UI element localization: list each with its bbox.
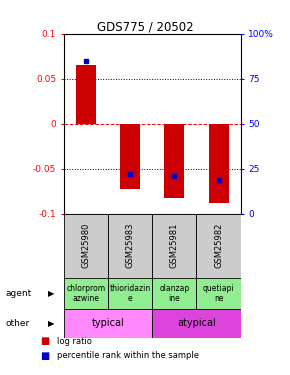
Text: GSM25981: GSM25981 — [170, 223, 179, 268]
Text: agent: agent — [6, 289, 32, 298]
Text: ▶: ▶ — [48, 319, 54, 328]
Text: percentile rank within the sample: percentile rank within the sample — [57, 351, 199, 360]
Bar — [64, 309, 152, 338]
Bar — [152, 278, 197, 309]
Bar — [108, 214, 152, 278]
Text: olanzap
ine: olanzap ine — [159, 284, 189, 303]
Bar — [64, 278, 108, 309]
Text: ■: ■ — [41, 351, 50, 360]
Text: GSM25982: GSM25982 — [214, 223, 223, 268]
Bar — [164, 124, 184, 198]
Bar — [120, 124, 140, 189]
Text: GDS775 / 20502: GDS775 / 20502 — [97, 21, 193, 34]
Text: ▶: ▶ — [48, 289, 54, 298]
Text: GSM25983: GSM25983 — [126, 223, 135, 268]
Text: thioridazin
e: thioridazin e — [110, 284, 151, 303]
Text: quetiapi
ne: quetiapi ne — [203, 284, 234, 303]
Bar — [196, 278, 241, 309]
Bar — [76, 65, 96, 124]
Text: chlorprom
azwine: chlorprom azwine — [66, 284, 106, 303]
Bar — [108, 278, 152, 309]
Bar — [152, 214, 197, 278]
Text: atypical: atypical — [177, 318, 216, 328]
Bar — [152, 309, 241, 338]
Text: GSM25980: GSM25980 — [81, 223, 90, 268]
Text: typical: typical — [92, 318, 124, 328]
Text: log ratio: log ratio — [57, 337, 91, 346]
Bar — [64, 214, 108, 278]
Text: ■: ■ — [41, 336, 50, 346]
Bar — [196, 214, 241, 278]
Text: other: other — [6, 319, 30, 328]
Bar — [209, 124, 229, 203]
